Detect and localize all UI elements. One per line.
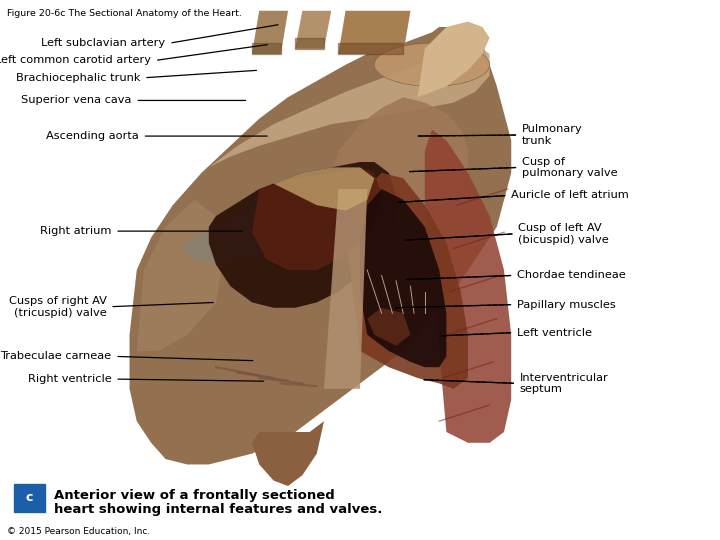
Text: Right atrium: Right atrium xyxy=(40,226,112,236)
Polygon shape xyxy=(130,27,511,464)
Polygon shape xyxy=(274,167,374,211)
Text: Left subclavian artery: Left subclavian artery xyxy=(42,38,166,48)
Text: Left ventricle: Left ventricle xyxy=(517,328,592,338)
Text: Cusp of left AV
(bicuspid) valve: Cusp of left AV (bicuspid) valve xyxy=(518,223,609,245)
Text: Auricle of left atrium: Auricle of left atrium xyxy=(511,191,629,200)
Polygon shape xyxy=(295,11,331,49)
Text: c: c xyxy=(26,491,33,504)
Polygon shape xyxy=(209,162,396,308)
Polygon shape xyxy=(130,27,511,464)
Text: Cusps of right AV
(tricuspid) valve: Cusps of right AV (tricuspid) valve xyxy=(9,296,107,318)
Text: Figure 20-6c The Sectional Anatomy of the Heart.: Figure 20-6c The Sectional Anatomy of th… xyxy=(7,9,242,18)
Polygon shape xyxy=(324,189,367,389)
Polygon shape xyxy=(252,11,288,54)
Polygon shape xyxy=(295,38,324,49)
Text: © 2015 Pearson Education, Inc.: © 2015 Pearson Education, Inc. xyxy=(7,527,150,536)
Text: Ascending aorta: Ascending aorta xyxy=(46,131,139,141)
Polygon shape xyxy=(252,43,281,54)
Polygon shape xyxy=(252,421,324,486)
Text: heart showing internal features and valves.: heart showing internal features and valv… xyxy=(54,503,382,516)
Polygon shape xyxy=(338,11,410,54)
Text: Anterior view of a frontally sectioned: Anterior view of a frontally sectioned xyxy=(54,489,335,502)
Polygon shape xyxy=(346,173,468,389)
Polygon shape xyxy=(425,130,511,443)
Text: Trabeculae carneae: Trabeculae carneae xyxy=(1,352,112,361)
Polygon shape xyxy=(418,22,490,97)
Polygon shape xyxy=(252,11,288,54)
Text: Right ventricle: Right ventricle xyxy=(28,374,112,384)
Polygon shape xyxy=(367,308,410,346)
Text: Papillary muscles: Papillary muscles xyxy=(517,300,616,309)
Polygon shape xyxy=(252,167,382,270)
Text: Cusp of
pulmonary valve: Cusp of pulmonary valve xyxy=(522,157,618,178)
Text: Brachiocephalic trunk: Brachiocephalic trunk xyxy=(16,73,140,83)
Polygon shape xyxy=(331,97,468,205)
Text: Pulmonary
trunk: Pulmonary trunk xyxy=(522,124,582,146)
Polygon shape xyxy=(202,49,490,173)
Polygon shape xyxy=(360,189,446,367)
Ellipse shape xyxy=(374,43,490,86)
Polygon shape xyxy=(295,11,331,49)
Polygon shape xyxy=(180,189,317,265)
Text: Chordae tendineae: Chordae tendineae xyxy=(517,271,626,280)
Polygon shape xyxy=(338,43,403,54)
Text: Left common carotid artery: Left common carotid artery xyxy=(0,56,151,65)
Text: Interventricular
septum: Interventricular septum xyxy=(520,373,608,394)
FancyBboxPatch shape xyxy=(14,484,45,512)
Polygon shape xyxy=(137,200,223,351)
Text: Superior vena cava: Superior vena cava xyxy=(22,96,132,105)
Polygon shape xyxy=(338,11,410,54)
